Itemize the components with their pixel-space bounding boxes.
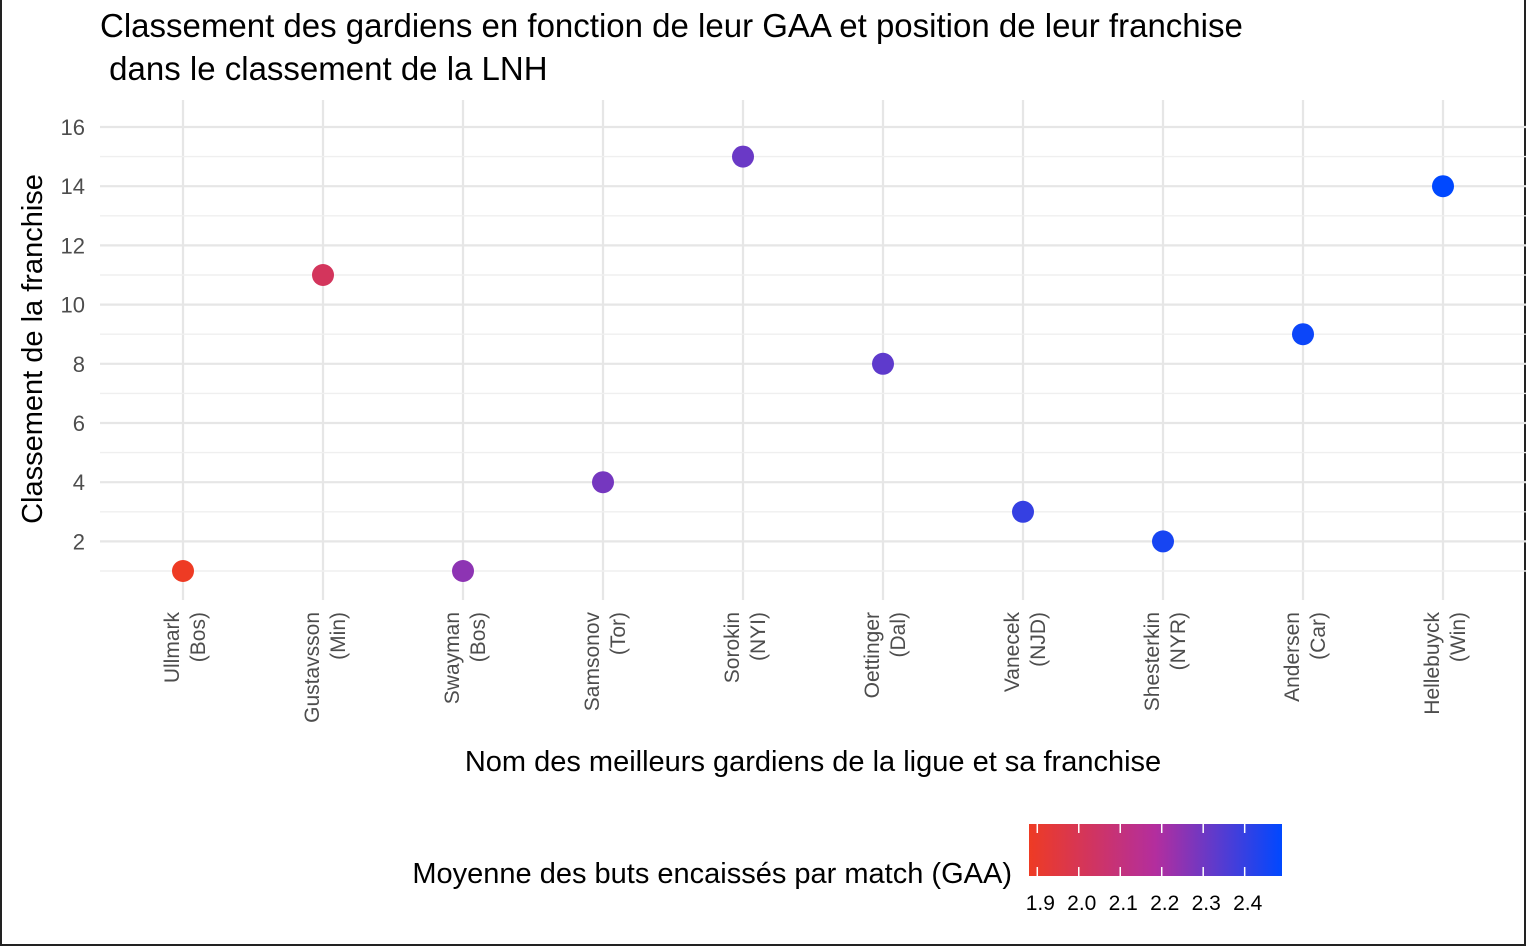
- y-tick-label: 8: [73, 352, 85, 377]
- legend-tick-label: 2.4: [1233, 892, 1263, 915]
- data-point: [1152, 530, 1174, 553]
- data-point: [732, 145, 754, 168]
- legend-title: Moyenne des buts encaissés par match (GA…: [412, 858, 1012, 890]
- x-tick-label: Sorokin (NYI): [721, 612, 770, 683]
- data-point: [1432, 175, 1454, 198]
- data-points: [172, 145, 1454, 582]
- x-tick-team: (Car): [1307, 612, 1330, 660]
- x-tick-team: (Bos): [187, 612, 210, 662]
- x-tick-team: (Dal): [887, 612, 910, 658]
- legend-colorbar: [1029, 824, 1282, 876]
- x-tick-label: Oettinger (Dal): [861, 612, 910, 698]
- data-point: [592, 471, 614, 494]
- x-tick-name: Vanecek: [1001, 612, 1024, 693]
- x-tick-name: Ullmark: [161, 612, 184, 684]
- x-tick-name: Shesterkin: [1141, 612, 1164, 711]
- legend-tick-label: 2.3: [1192, 892, 1221, 915]
- legend-tick-label: 2.1: [1109, 892, 1138, 915]
- x-tick-name: Sorokin: [721, 612, 744, 683]
- x-axis-title: Nom des meilleurs gardiens de la ligue e…: [465, 746, 1161, 778]
- y-axis-title: Classement de la franchise: [17, 174, 49, 524]
- x-tick-team: (NJD): [1027, 612, 1050, 667]
- legend-tick-label: 2.2: [1150, 892, 1179, 915]
- chart-title-line-2: dans le classement de la LNH: [100, 50, 548, 87]
- x-tick-name: Hellebuyck: [1421, 612, 1444, 715]
- y-tick-label: 4: [73, 470, 85, 495]
- x-tick-name: Samsonov: [581, 612, 604, 712]
- y-tick-label: 14: [61, 174, 85, 199]
- y-tick-label: 12: [61, 233, 85, 258]
- x-tick-team: (Min): [327, 612, 350, 660]
- data-point: [1012, 500, 1034, 523]
- x-tick-label: Swayman (Bos): [441, 612, 490, 704]
- x-tick-team: (NYR): [1167, 612, 1190, 670]
- x-tick-name: Oettinger: [861, 612, 884, 698]
- x-axis-ticks: Ullmark (Bos) Gustavsson (Min) Swayman (Bos) S…: [161, 612, 1470, 723]
- x-tick-label: Hellebuyck (Win): [1421, 612, 1470, 715]
- y-tick-label: 10: [61, 293, 85, 318]
- color-legend: Moyenne des buts encaissés par match (GA…: [412, 824, 1282, 915]
- legend-tick-label: 1.9: [1026, 892, 1055, 915]
- x-tick-team: (Tor): [607, 612, 630, 655]
- legend-ticks: 1.9 2.0 2.1 2.2 2.3 2.4: [1026, 824, 1263, 915]
- data-point: [452, 560, 474, 582]
- grid: [100, 100, 1526, 600]
- x-tick-label: Ullmark (Bos): [161, 612, 210, 684]
- y-tick-label: 2: [73, 529, 85, 554]
- x-tick-label: Gustavsson (Min): [301, 612, 350, 723]
- y-tick-label: 6: [73, 411, 85, 436]
- x-tick-label: Andersen (Car): [1281, 612, 1330, 702]
- x-tick-label: Samsonov (Tor): [581, 612, 630, 712]
- chart-title-line-1: Classement des gardiens en fonction de l…: [100, 7, 1243, 44]
- x-tick-name: Andersen: [1281, 612, 1304, 702]
- data-point: [312, 264, 334, 286]
- legend-tick-label: 2.0: [1067, 892, 1096, 915]
- y-axis-ticks: 2 4 6 8 10 12 14 16: [61, 115, 85, 554]
- x-tick-team: (Bos): [467, 612, 490, 662]
- x-tick-label: Shesterkin (NYR): [1141, 612, 1190, 711]
- x-tick-label: Vanecek (NJD): [1001, 612, 1050, 693]
- data-point: [172, 560, 194, 582]
- x-tick-name: Swayman: [441, 612, 464, 704]
- y-tick-label: 16: [61, 115, 85, 140]
- data-point: [872, 352, 894, 375]
- x-tick-team: (NYI): [747, 612, 770, 661]
- data-point: [1292, 323, 1314, 346]
- x-tick-name: Gustavsson: [301, 612, 324, 723]
- x-tick-team: (Win): [1447, 612, 1470, 662]
